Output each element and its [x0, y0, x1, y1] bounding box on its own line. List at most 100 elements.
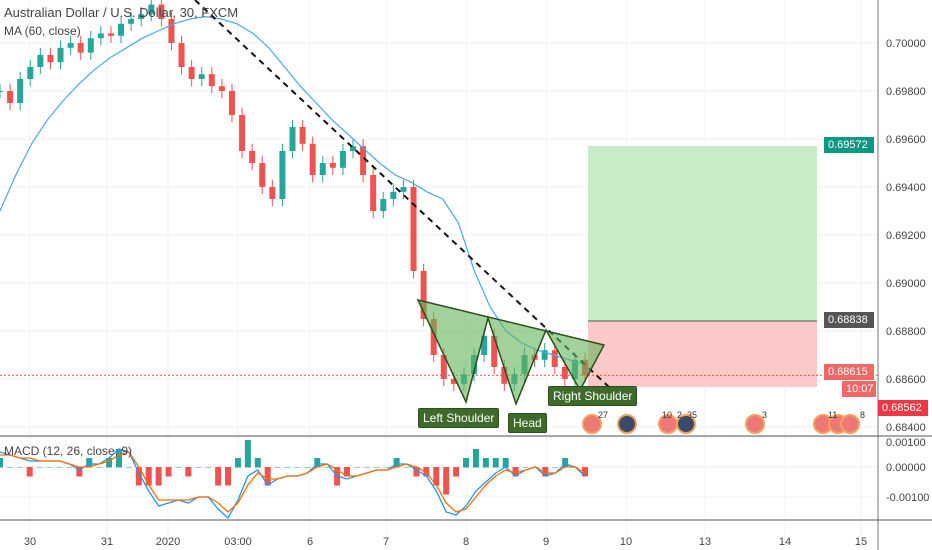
candle — [299, 127, 306, 144]
macd-histogram-bar — [234, 458, 241, 468]
candle — [329, 163, 336, 168]
candle — [289, 127, 296, 151]
macd-histogram-bar — [185, 467, 192, 477]
macd-histogram-bar — [76, 467, 83, 477]
stop-price-tag: 0.68562 — [878, 400, 928, 416]
x-tick-label: 15 — [855, 536, 867, 548]
ma-line — [0, 15, 586, 366]
countdown-tag: 10:07 — [842, 381, 876, 397]
candle — [168, 19, 175, 43]
macd-histogram-bar — [413, 467, 420, 477]
x-tick-label: 6 — [307, 536, 313, 548]
x-tick-label: 9 — [543, 536, 549, 548]
macd-histogram-bar — [453, 467, 460, 477]
candle — [410, 187, 417, 271]
entry-price-tag: 0.68838 — [824, 312, 874, 328]
candle — [309, 143, 316, 175]
macd-histogram-bar — [284, 467, 291, 468]
macd-histogram-bar — [423, 467, 430, 477]
y-tick-label: 0.68600 — [886, 374, 926, 386]
macd-histogram-bar — [324, 467, 331, 468]
candle — [491, 335, 498, 367]
x-tick-label: 10 — [620, 536, 632, 548]
candle — [400, 187, 407, 192]
candle — [370, 175, 377, 211]
candle — [561, 367, 568, 379]
event-flag-icon — [840, 414, 860, 434]
event-flag-icon — [617, 414, 637, 434]
candle — [228, 91, 235, 115]
macd-histogram-bar — [165, 467, 172, 477]
event-count: 8 — [860, 410, 865, 420]
candle — [17, 79, 24, 103]
macd-histogram-bar — [512, 467, 519, 477]
x-tick-label: 31 — [101, 536, 113, 548]
macd-histogram-bar — [16, 467, 23, 468]
candle — [208, 74, 215, 87]
event-flag-icon — [745, 414, 765, 434]
head-and-shoulders-pattern — [416, 298, 606, 407]
macd-histogram-bar — [0, 458, 3, 468]
macd-histogram-bar — [264, 467, 271, 486]
macd-histogram-bar — [353, 467, 360, 468]
candle — [148, 4, 155, 15]
candle — [360, 146, 367, 175]
candle — [158, 4, 165, 19]
event-count: 35 — [687, 410, 697, 420]
candle — [450, 379, 457, 384]
candle — [47, 55, 54, 63]
candle — [440, 355, 447, 379]
macd-histogram-bar — [205, 467, 212, 468]
macd-histogram-bar — [562, 458, 569, 468]
macd-histogram-bar — [542, 467, 549, 477]
event-count: 2 — [677, 410, 682, 420]
macd-histogram-bar — [294, 467, 301, 468]
candle — [77, 43, 84, 53]
candle — [87, 38, 94, 53]
macd-tick-label: 0.00000 — [886, 462, 926, 474]
macd-histogram-bar — [46, 467, 53, 468]
macd-histogram-bar — [145, 467, 152, 486]
macd-label: MACD (12, 26, close, 9) — [4, 444, 133, 458]
target-price-tag: 0.69572 — [824, 137, 874, 153]
y-tick-label: 0.68400 — [886, 422, 926, 434]
macd-histogram-bar — [215, 467, 222, 486]
loss-zone — [588, 321, 817, 387]
x-tick-label: 7 — [383, 536, 389, 548]
macd-histogram-bar — [314, 458, 321, 468]
event-count: 27 — [598, 410, 608, 420]
candle — [430, 319, 437, 355]
candle — [350, 146, 357, 151]
macd-histogram-bar — [274, 467, 281, 468]
candle — [319, 163, 326, 175]
x-tick-label: 13 — [699, 536, 711, 548]
event-flag-icon — [676, 414, 696, 434]
ma-label: MA (60, close) — [4, 24, 81, 38]
candle — [27, 67, 34, 79]
macd-histogram-bar — [86, 458, 93, 468]
macd-histogram-bar — [463, 458, 470, 468]
candle — [218, 86, 225, 91]
candle — [107, 33, 114, 36]
pattern-label-head: Head — [508, 413, 547, 433]
y-tick-label: 0.69400 — [886, 182, 926, 194]
candle — [481, 335, 488, 355]
candle — [128, 19, 135, 24]
event-count: 3 — [762, 410, 767, 420]
candle — [57, 47, 64, 63]
chart-title: Australian Dollar / U.S. Dollar, 30, FXC… — [4, 5, 239, 20]
event-count: 11 — [828, 410, 837, 420]
candle — [541, 350, 548, 360]
candle — [97, 33, 104, 39]
macd-histogram-bar — [66, 467, 73, 468]
macd-histogram-bar — [254, 458, 261, 468]
pattern-label-left-shoulder: Left Shoulder — [418, 408, 500, 428]
candle — [7, 91, 14, 103]
macd-histogram-bar — [36, 467, 43, 468]
macd-histogram-bar — [304, 467, 311, 468]
macd-histogram-bar — [433, 467, 440, 486]
macd-histogram-bar — [472, 449, 479, 468]
macd-histogram-bar — [522, 467, 529, 468]
